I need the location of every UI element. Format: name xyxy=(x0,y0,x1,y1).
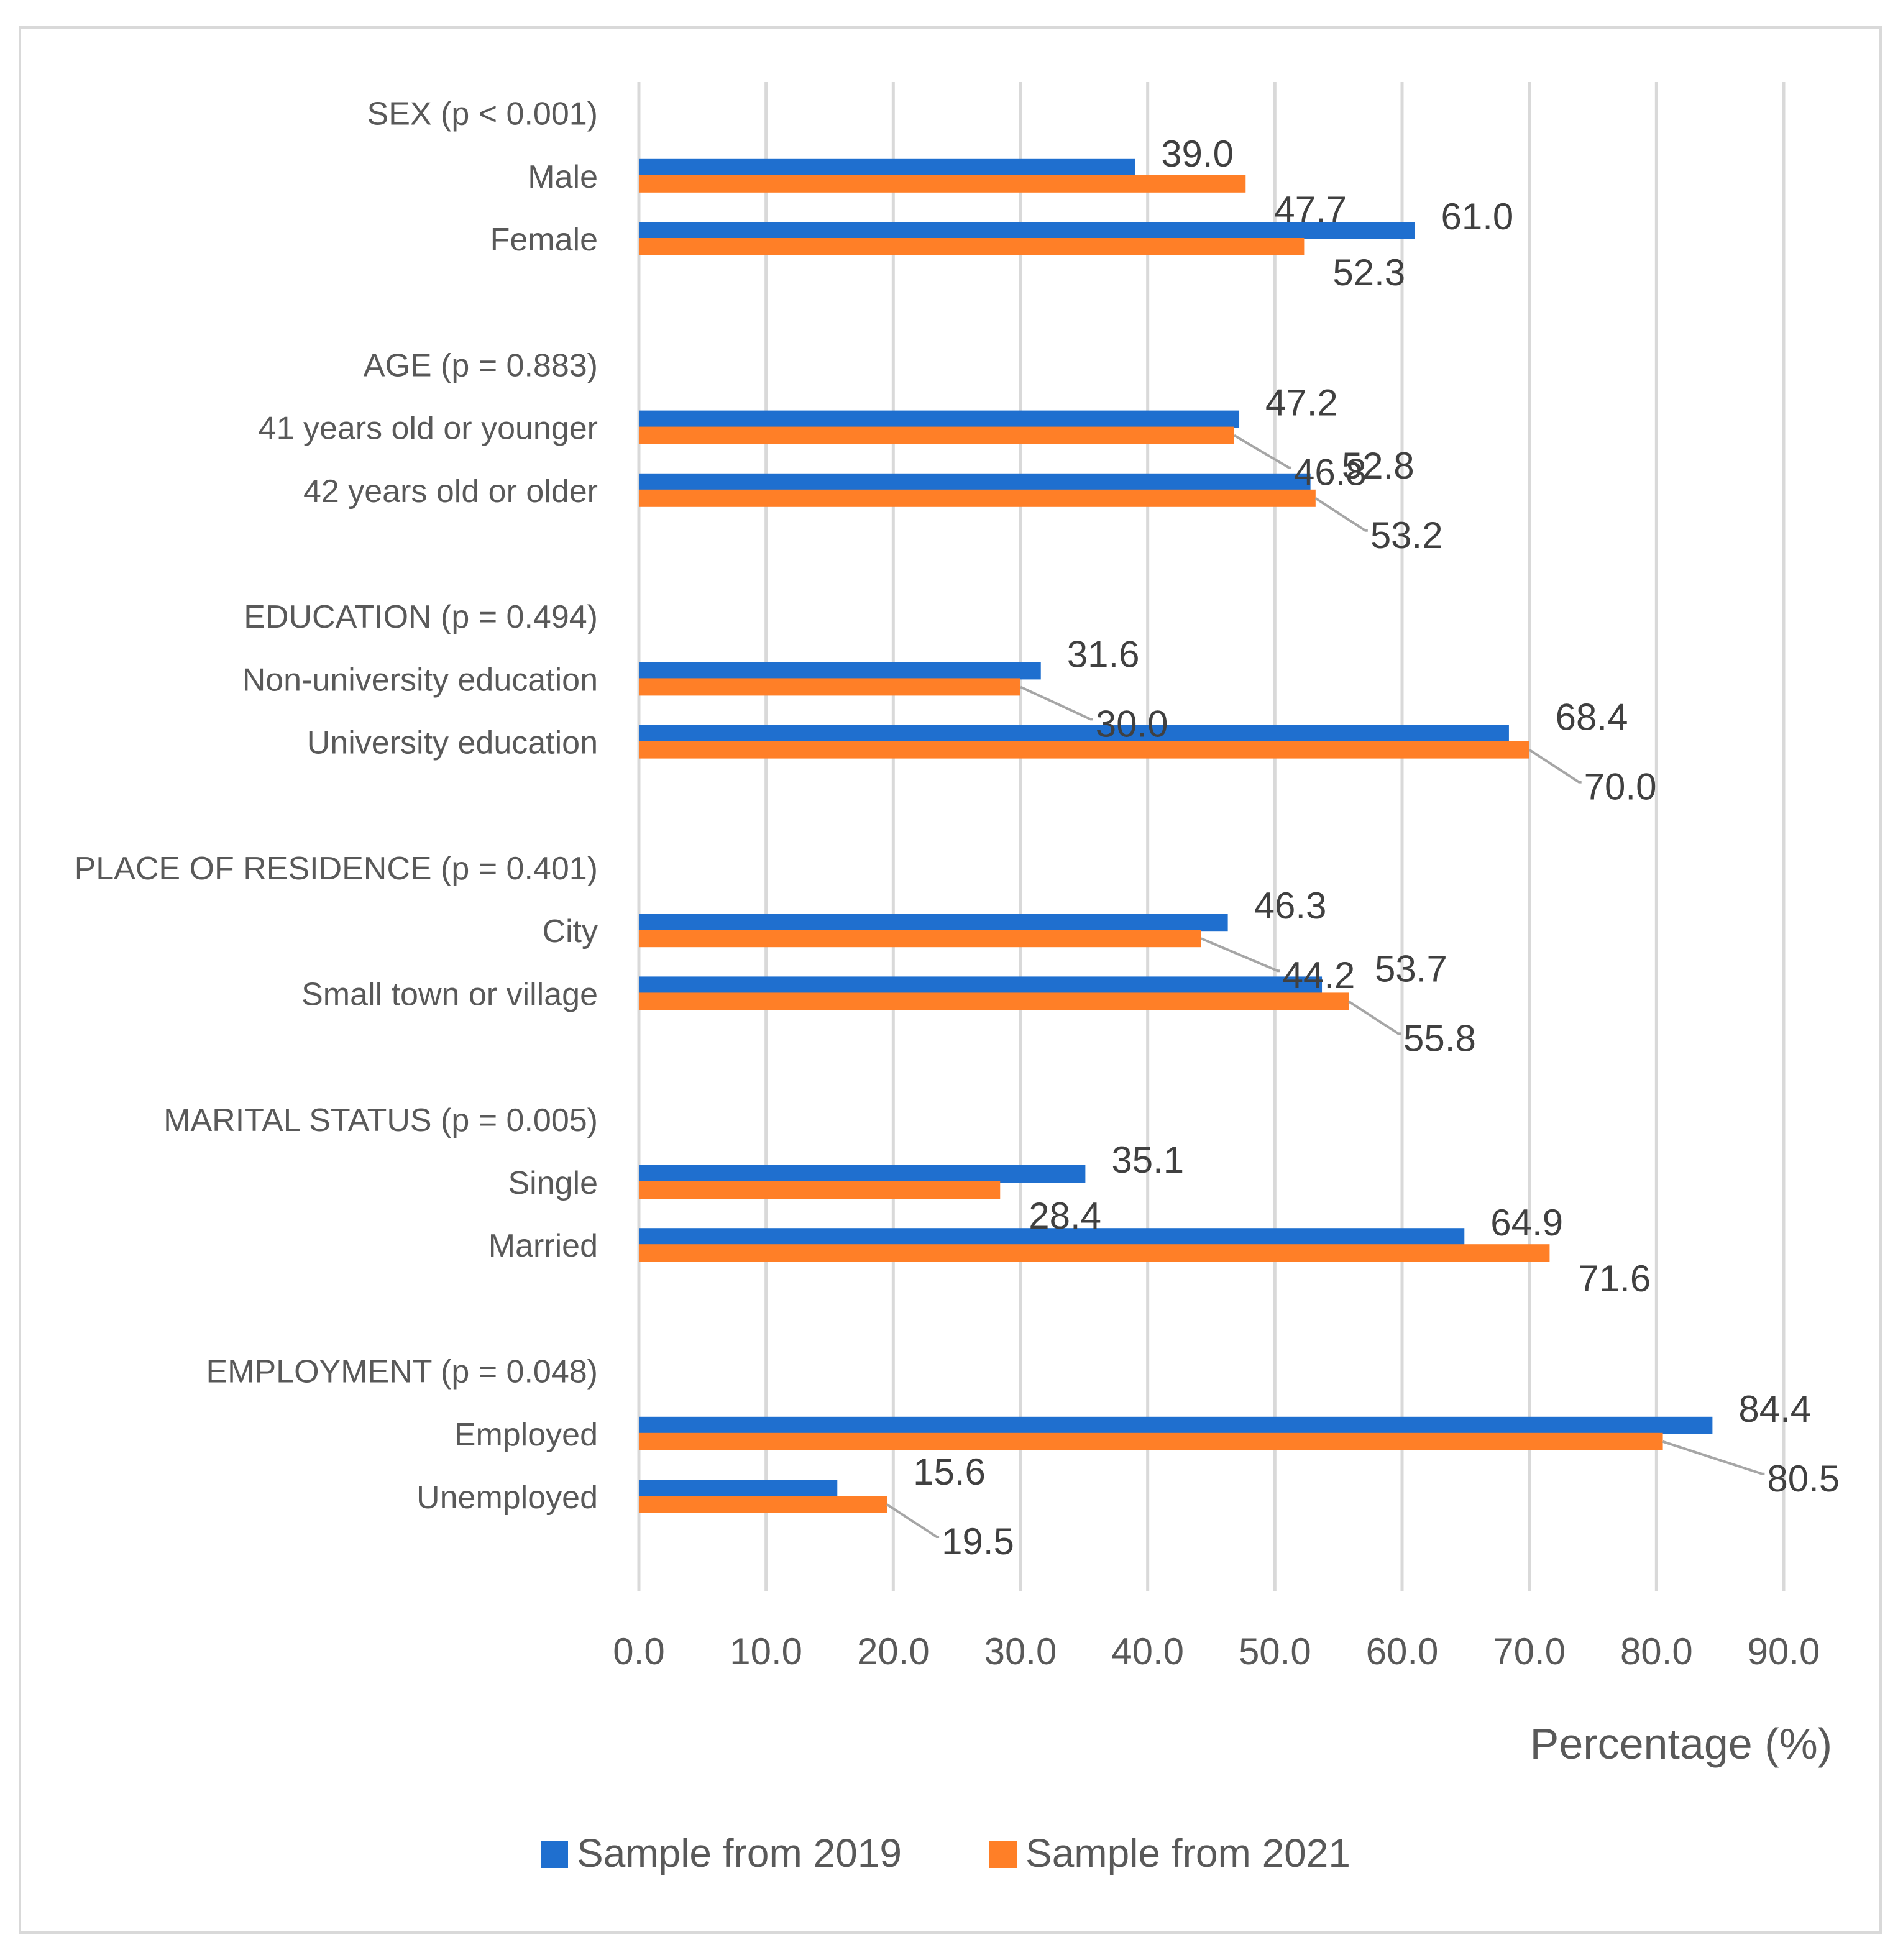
gridlines xyxy=(637,82,1786,1591)
group-header: AGE (p = 0.883) xyxy=(364,347,598,383)
legend-swatch-2021 xyxy=(989,1841,1017,1868)
data-label-2021: 28.4 xyxy=(1029,1195,1101,1237)
category-label: Small town or village xyxy=(301,976,598,1012)
bar-2021 xyxy=(639,1181,1001,1199)
category-label: 42 years old or older xyxy=(303,474,598,510)
category-label: Married xyxy=(488,1228,598,1264)
leader-line xyxy=(1347,1000,1401,1035)
data-label-2019: 53.7 xyxy=(1375,948,1447,989)
data-label-2021: 47.7 xyxy=(1274,189,1347,231)
category-label: Unemployed xyxy=(416,1480,598,1516)
data-label-2019: 35.1 xyxy=(1111,1139,1184,1181)
data-label-2021: 70.0 xyxy=(1584,766,1657,808)
legend-label-2021: Sample from 2021 xyxy=(1025,1831,1350,1875)
bar-2019 xyxy=(639,662,1041,680)
bar-2019 xyxy=(639,410,1240,428)
bars xyxy=(639,158,1713,1513)
data-label-2019: 15.6 xyxy=(913,1451,986,1493)
x-tick-label: 30.0 xyxy=(984,1631,1057,1672)
category-labels: SEX (p < 0.001) Male Female AGE (p = 0.883)… xyxy=(75,96,598,1516)
category-label: Female xyxy=(490,222,598,258)
bar-2019 xyxy=(639,1480,838,1497)
bar-2019 xyxy=(639,473,1311,491)
group-header: EDUCATION (p = 0.494) xyxy=(244,599,598,635)
data-label-2021: 52.3 xyxy=(1332,252,1405,293)
data-label-2021: 44.2 xyxy=(1283,955,1355,996)
x-tick-label: 40.0 xyxy=(1111,1631,1184,1672)
data-label-2019: 52.8 xyxy=(1342,445,1415,487)
data-label-2019: 61.0 xyxy=(1441,196,1513,237)
category-label: Non-university education xyxy=(242,662,598,698)
category-label: Single xyxy=(508,1165,598,1201)
group-header: SEX (p < 0.001) xyxy=(367,96,598,132)
leader-line xyxy=(1233,434,1292,469)
category-label: University education xyxy=(307,725,598,761)
bar-2019 xyxy=(639,914,1228,932)
bar-2019 xyxy=(639,222,1415,239)
category-label: Employed xyxy=(454,1417,598,1453)
x-tick-label: 60.0 xyxy=(1366,1631,1439,1672)
leader-line xyxy=(886,1503,940,1538)
bar-2019 xyxy=(639,158,1135,176)
x-tick-label: 10.0 xyxy=(730,1631,802,1672)
data-label-2019: 46.3 xyxy=(1254,885,1327,927)
bar-2021 xyxy=(639,175,1246,193)
legend: Sample from 2019 Sample from 2021 xyxy=(541,1831,1350,1875)
bar-2019 xyxy=(639,1165,1086,1183)
data-label-2019: 64.9 xyxy=(1490,1202,1563,1243)
x-tick-label: 80.0 xyxy=(1620,1631,1693,1672)
data-label-2021: 53.2 xyxy=(1370,515,1443,556)
bar-2021 xyxy=(639,741,1529,759)
bar-2019 xyxy=(639,725,1509,743)
bar-2019 xyxy=(639,976,1323,994)
bar-2021 xyxy=(639,930,1201,948)
data-label-2021: 30.0 xyxy=(1096,703,1168,744)
bar-2021 xyxy=(639,1496,887,1513)
leader-line xyxy=(1662,1440,1765,1475)
data-label-2021: 19.5 xyxy=(942,1521,1014,1562)
leader-line xyxy=(1200,937,1280,973)
data-label-2021: 80.5 xyxy=(1767,1458,1840,1500)
group-header: MARITAL STATUS (p = 0.005) xyxy=(163,1102,598,1138)
x-tick-label: 0.0 xyxy=(613,1631,664,1672)
data-label-2021: 55.8 xyxy=(1403,1017,1476,1059)
data-label-2021: 46.8 xyxy=(1294,452,1367,493)
x-tick-label: 20.0 xyxy=(857,1631,930,1672)
bar-2019 xyxy=(639,1416,1713,1434)
category-label: 41 years old or younger xyxy=(259,411,598,447)
x-tick-label: 90.0 xyxy=(1748,1631,1820,1672)
bar-2021 xyxy=(639,992,1349,1010)
x-axis-ticks: 0.0 10.0 20.0 30.0 40.0 50.0 60.0 70.0 80.0 90.0 xyxy=(613,1631,1820,1672)
group-header: PLACE OF RESIDENCE (p = 0.401) xyxy=(75,851,598,887)
data-label-2019: 68.4 xyxy=(1556,697,1628,738)
bar-2021 xyxy=(639,678,1020,696)
x-tick-label: 70.0 xyxy=(1493,1631,1566,1672)
data-label-2019: 31.6 xyxy=(1067,633,1140,675)
leader-line xyxy=(1528,748,1582,784)
data-labels: 39.0 47.7 61.0 52.3 47.2 46.852.8 53.2 31.6 30.0… xyxy=(913,133,1840,1562)
leader-lines xyxy=(886,434,1765,1538)
legend-label-2019: Sample from 2019 xyxy=(577,1831,902,1875)
leader-line xyxy=(1314,497,1368,532)
category-label: Male xyxy=(528,159,598,195)
bar-2021 xyxy=(639,489,1316,507)
bar-2019 xyxy=(639,1228,1465,1246)
bar-2021 xyxy=(639,238,1305,255)
category-label: City xyxy=(542,914,598,950)
bar-2021 xyxy=(639,1432,1663,1450)
group-header: EMPLOYMENT (p = 0.048) xyxy=(206,1354,598,1390)
data-label-2019: 47.2 xyxy=(1265,382,1338,424)
bar-2021 xyxy=(639,426,1234,444)
legend-swatch-2019 xyxy=(541,1841,568,1868)
data-label-2019: 84.4 xyxy=(1738,1388,1811,1430)
leader-line xyxy=(1020,685,1093,721)
x-axis-title: Percentage (%) xyxy=(1530,1720,1832,1768)
data-label-2019: 39.0 xyxy=(1161,133,1234,175)
data-label-2021: 71.6 xyxy=(1578,1258,1651,1299)
x-tick-label: 50.0 xyxy=(1239,1631,1311,1672)
bar-2021 xyxy=(639,1244,1550,1262)
